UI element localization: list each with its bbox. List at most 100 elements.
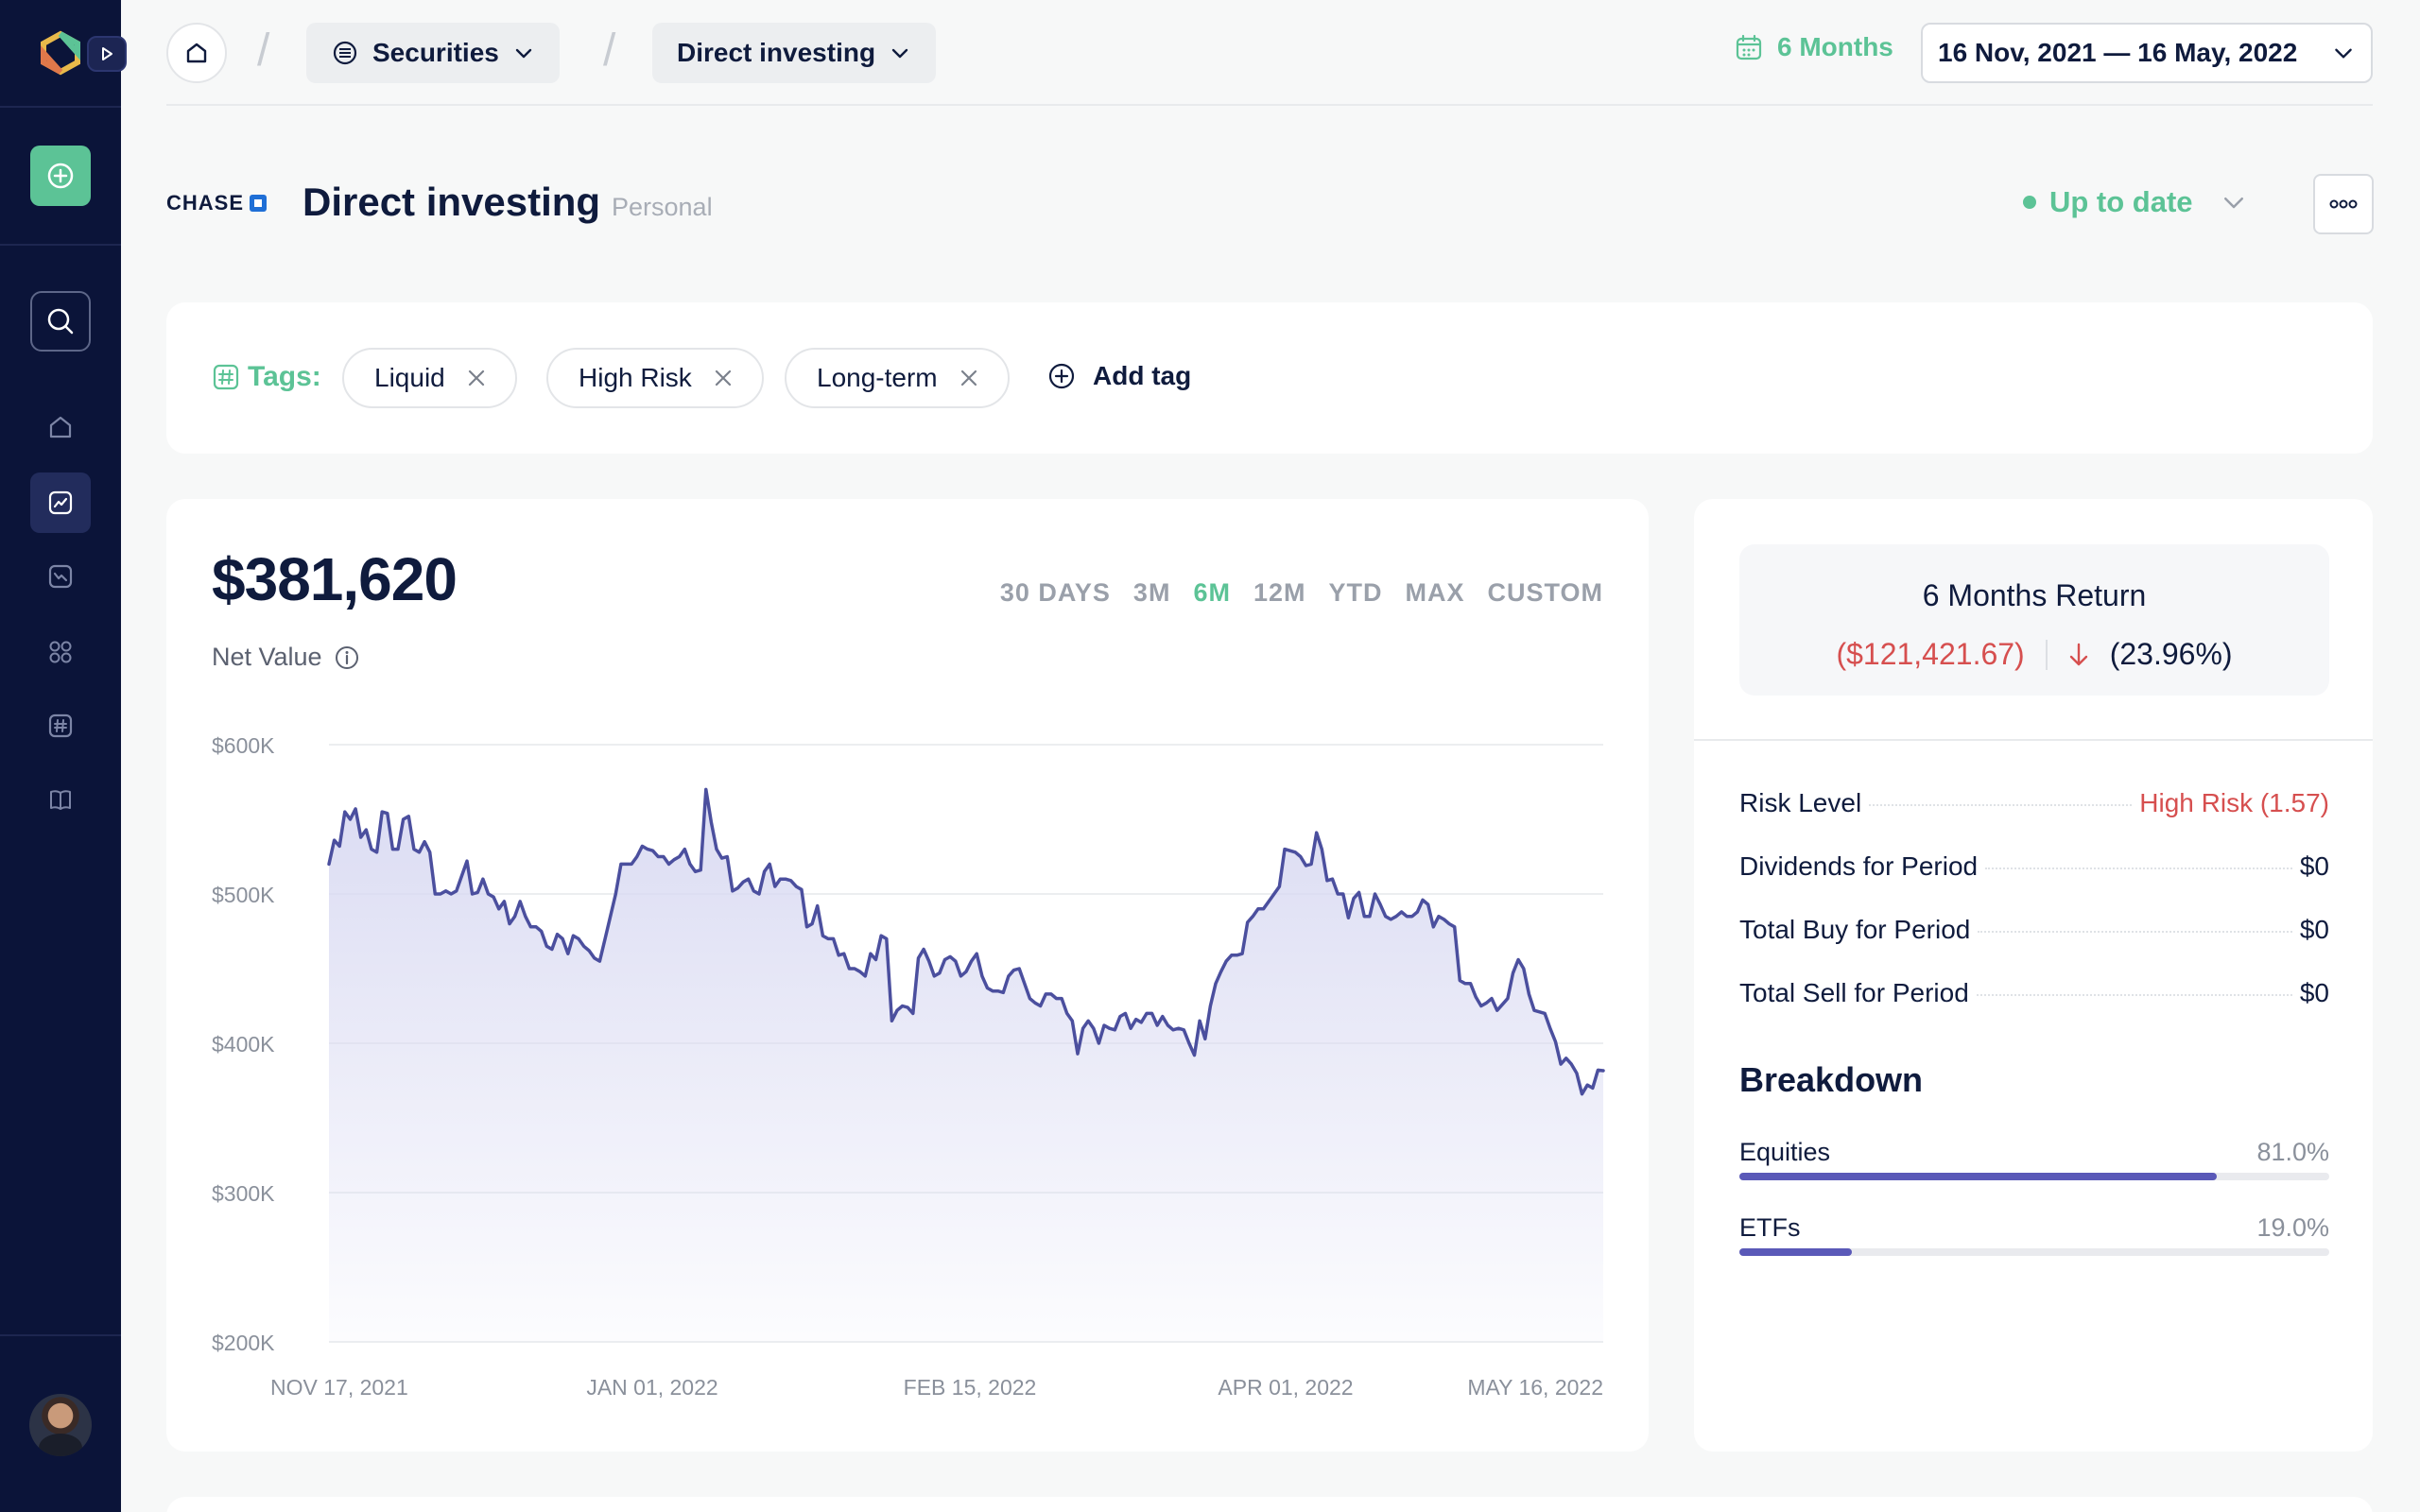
- stat-value: High Risk (1.57): [2139, 788, 2329, 817]
- trend-down-icon: [48, 564, 73, 589]
- chart-line-icon: [48, 490, 73, 515]
- chart-card: $381,620 Net Value 30 DAYS 3M 6M 12M YTD MAX C…: [166, 499, 1649, 1452]
- range-option[interactable]: CUSTOM: [1487, 578, 1603, 607]
- range-option[interactable]: 3M: [1132, 578, 1171, 607]
- stats-card: 6 Months Return ($121,421.67) (23.96%) R…: [1694, 499, 2373, 1452]
- account-type: Personal: [612, 193, 713, 221]
- add-tag-button[interactable]: Add tag: [1047, 361, 1191, 391]
- tag-chip[interactable]: Liquid: [342, 348, 517, 408]
- tags-label: Tags:: [212, 361, 321, 393]
- chevron-down-icon: [891, 48, 908, 59]
- nav-portfolio[interactable]: [30, 472, 91, 533]
- home-icon: [186, 43, 207, 63]
- sidebar: [0, 0, 127, 1512]
- breadcrumb-label: Direct investing: [677, 38, 876, 67]
- close-icon[interactable]: [713, 368, 734, 388]
- x-tick-label: FEB 15, 2022: [904, 1375, 1037, 1400]
- stats-divider: [1694, 739, 2373, 741]
- topbar-divider: [166, 104, 2373, 106]
- sidebar-divider: [0, 244, 121, 246]
- breakdown-track: [1739, 1248, 2329, 1256]
- tag-label: High Risk: [579, 363, 692, 392]
- grid-icon: [49, 641, 72, 663]
- info-icon[interactable]: [334, 644, 360, 671]
- sync-status[interactable]: Up to date: [2023, 185, 2248, 219]
- breadcrumb-separator: /: [257, 26, 270, 76]
- range-option[interactable]: MAX: [1405, 578, 1465, 607]
- stat-label: Total Buy for Period: [1739, 915, 1971, 944]
- page-title: Direct investing: [302, 180, 601, 224]
- net-value-label: Net Value: [212, 643, 360, 672]
- range-option[interactable]: 6M: [1193, 578, 1231, 607]
- tags-card: Tags: Liquid High Risk Long-term Add tag: [166, 302, 2373, 454]
- x-tick-label: NOV 17, 2021: [270, 1375, 408, 1400]
- y-tick-label: $600K: [212, 733, 275, 758]
- stat-total-sell: Total Sell for Period $0: [1739, 978, 2329, 1008]
- close-icon[interactable]: [466, 368, 487, 388]
- range-option[interactable]: YTD: [1328, 578, 1383, 607]
- tags-label-text: Tags:: [248, 361, 321, 392]
- stat-dividends: Dividends for Period $0: [1739, 851, 2329, 882]
- play-icon[interactable]: [87, 36, 127, 72]
- date-range-value: 16 Nov, 2021 — 16 May, 2022: [1938, 38, 2298, 67]
- period-label: 6 Months: [1777, 32, 1893, 61]
- tag-chip[interactable]: Long-term: [785, 348, 1010, 408]
- chart-series-line: [327, 787, 1605, 1096]
- more-dots-icon: [2329, 199, 2358, 209]
- tag-label: Liquid: [374, 363, 445, 392]
- nav-apps[interactable]: [30, 622, 91, 682]
- stat-value: $0: [2299, 915, 2329, 944]
- breadcrumb-label: Securities: [372, 38, 499, 67]
- sidebar-divider: [0, 106, 121, 108]
- dotted-leader: [1978, 931, 2292, 933]
- next-card: [166, 1497, 2373, 1512]
- y-tick-label: $400K: [212, 1032, 275, 1057]
- y-tick-label: $300K: [212, 1181, 275, 1206]
- avatar[interactable]: [29, 1394, 92, 1456]
- period-selector[interactable]: 6 Months: [1734, 32, 1893, 62]
- breadcrumb-direct-investing[interactable]: Direct investing: [652, 23, 937, 83]
- time-range-selector: 30 DAYS 3M 6M 12M YTD MAX CUSTOM: [1000, 578, 1603, 608]
- close-icon[interactable]: [959, 368, 979, 388]
- return-amount: ($121,421.67): [1836, 637, 2025, 671]
- breakdown-equities: Equities 81.0%: [1739, 1138, 2329, 1180]
- app-logo[interactable]: [38, 30, 83, 76]
- sidebar-divider: [0, 1334, 121, 1336]
- return-percent: (23.96%): [2109, 637, 2233, 671]
- range-option[interactable]: 12M: [1253, 578, 1306, 607]
- breakdown-percent: 19.0%: [2256, 1213, 2329, 1242]
- chart-area-fill: [329, 789, 1603, 1342]
- institution-logo: CHASE: [166, 191, 268, 215]
- search-button[interactable]: [30, 291, 91, 352]
- add-button[interactable]: [30, 146, 91, 206]
- chevron-down-icon: [2335, 48, 2352, 59]
- date-range-select[interactable]: 16 Nov, 2021 — 16 May, 2022: [1921, 23, 2373, 83]
- x-tick-label: JAN 01, 2022: [586, 1375, 717, 1400]
- calendar-icon: [1736, 34, 1762, 60]
- breakdown-fill: [1739, 1173, 2218, 1180]
- nav-tags[interactable]: [30, 696, 91, 756]
- tag-chip[interactable]: High Risk: [546, 348, 764, 408]
- dotted-leader: [1985, 868, 2292, 869]
- net-value-label-text: Net Value: [212, 643, 322, 671]
- x-tick-label: APR 01, 2022: [1218, 1375, 1353, 1400]
- home-button[interactable]: [166, 23, 227, 83]
- range-option[interactable]: 30 DAYS: [999, 578, 1111, 607]
- chase-octagon-icon: [250, 195, 268, 212]
- nav-trends[interactable]: [30, 546, 91, 607]
- arrow-down-icon: [2069, 643, 2087, 665]
- more-options-button[interactable]: [2313, 174, 2374, 234]
- stat-label: Total Sell for Period: [1739, 978, 1969, 1007]
- breakdown-etfs: ETFs 19.0%: [1739, 1213, 2329, 1256]
- institution-name: CHASE: [166, 191, 245, 215]
- breakdown-label: ETFs: [1739, 1213, 1801, 1242]
- home-icon: [49, 416, 72, 438]
- hashtag-icon: [213, 364, 239, 390]
- x-tick-label: MAY 16, 2022: [1467, 1375, 1603, 1400]
- stat-value: $0: [2299, 851, 2329, 881]
- nav-home[interactable]: [30, 397, 91, 457]
- return-summary: 6 Months Return ($121,421.67) (23.96%): [1739, 544, 2329, 696]
- breakdown-percent: 81.0%: [2256, 1138, 2329, 1166]
- nav-book[interactable]: [30, 769, 91, 830]
- breadcrumb-securities[interactable]: Securities: [306, 23, 560, 83]
